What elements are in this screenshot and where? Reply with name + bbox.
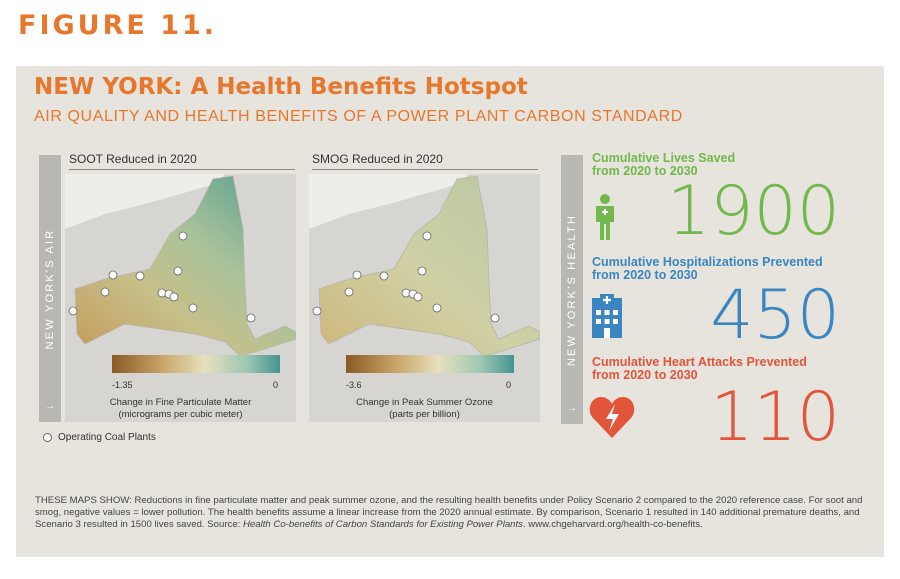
footnote-text: THESE MAPS SHOW: Reductions in fine part… bbox=[35, 495, 863, 530]
person-icon bbox=[596, 194, 614, 240]
smog-scale-max: 0 bbox=[506, 380, 512, 390]
stat-hospital-line1: Cumulative Hospitalizations Prevented bbox=[592, 255, 823, 269]
stat-hospital-value: 450 bbox=[710, 276, 840, 355]
stat-hospital-label: Cumulative Hospitalizations Prevented fr… bbox=[592, 256, 823, 282]
coal-plant-marker bbox=[379, 271, 389, 281]
figure-label: FIGURE 11. bbox=[18, 10, 218, 41]
stat-hospital-line2: from 2020 to 2030 bbox=[592, 268, 698, 282]
smog-color-scale bbox=[346, 355, 514, 373]
smog-scale-min: -3.6 bbox=[346, 380, 362, 390]
coal-plant-legend-icon bbox=[43, 433, 52, 442]
coal-plant-marker bbox=[68, 306, 78, 316]
coal-plant-marker bbox=[178, 231, 188, 241]
soot-caption-line1: Change in Fine Particulate Matter bbox=[109, 397, 252, 408]
smog-caption-line2: (parts per billion) bbox=[389, 409, 460, 420]
air-sidebar: NEW YORK'S AIR → bbox=[39, 155, 61, 422]
page-title: NEW YORK: A Health Benefits Hotspot bbox=[34, 74, 528, 100]
soot-scale-max: 0 bbox=[273, 380, 279, 390]
stat-lives-label: Cumulative Lives Saved from 2020 to 2030 bbox=[592, 152, 735, 178]
legend-label: Operating Coal Plants bbox=[58, 432, 156, 443]
coal-plant-marker bbox=[344, 287, 354, 297]
smog-map-rule bbox=[312, 169, 538, 170]
health-sidebar: NEW YORK'S HEALTH → bbox=[561, 155, 583, 424]
stat-heart-line2: from 2020 to 2030 bbox=[592, 368, 698, 382]
infographic-panel: NEW YORK: A Health Benefits Hotspot AIR … bbox=[16, 66, 884, 557]
health-sidebar-label: NEW YORK'S HEALTH bbox=[566, 213, 578, 366]
soot-color-scale bbox=[112, 355, 280, 373]
footnote: THESE MAPS SHOW: Reductions in fine part… bbox=[35, 495, 875, 531]
coal-plant-marker bbox=[417, 266, 427, 276]
coal-plant-marker bbox=[188, 303, 198, 313]
coal-plant-marker bbox=[135, 271, 145, 281]
map-legend: Operating Coal Plants bbox=[43, 432, 156, 443]
coal-plant-marker bbox=[352, 270, 362, 280]
coal-plant-marker bbox=[422, 231, 432, 241]
soot-map-title: SOOT Reduced in 2020 bbox=[69, 152, 197, 166]
coal-plant-markers bbox=[68, 231, 256, 323]
coal-plant-marker bbox=[490, 313, 500, 323]
stat-lives-line2: from 2020 to 2030 bbox=[592, 164, 698, 178]
coal-plant-marker bbox=[432, 303, 442, 313]
footnote-source-url: . www.chgeharvard.org/health-co-benefits… bbox=[522, 519, 703, 530]
stat-heart-line1: Cumulative Heart Attacks Prevented bbox=[592, 355, 807, 369]
soot-map-rule bbox=[69, 169, 295, 170]
coal-plant-marker bbox=[169, 292, 179, 302]
arrow-icon: → bbox=[45, 401, 55, 412]
coal-plant-marker bbox=[246, 313, 256, 323]
coal-plant-marker bbox=[108, 270, 118, 280]
stat-lives-value: 1900 bbox=[666, 172, 840, 251]
stat-heart-value: 110 bbox=[710, 378, 840, 457]
smog-map-title: SMOG Reduced in 2020 bbox=[312, 152, 443, 166]
smog-scale-caption: Change in Peak Summer Ozone (parts per b… bbox=[309, 397, 540, 421]
smog-caption-line1: Change in Peak Summer Ozone bbox=[356, 397, 493, 408]
coal-plant-marker bbox=[312, 306, 322, 316]
page-subtitle: AIR QUALITY AND HEALTH BENEFITS OF A POW… bbox=[34, 108, 683, 125]
soot-scale-min: -1.35 bbox=[112, 380, 133, 390]
footnote-source-title: Health Co-benefits of Carbon Standards f… bbox=[243, 519, 523, 530]
soot-map: -1.35 0 Change in Fine Particulate Matte… bbox=[65, 174, 296, 422]
hospital-icon bbox=[592, 294, 622, 338]
stat-lives-line1: Cumulative Lives Saved bbox=[592, 151, 736, 165]
arrow-icon: → bbox=[567, 403, 577, 414]
smog-map: -3.6 0 Change in Peak Summer Ozone (part… bbox=[309, 174, 540, 422]
soot-caption-line2: (micrograms per cubic meter) bbox=[118, 409, 243, 420]
air-sidebar-label: NEW YORK'S AIR bbox=[44, 228, 56, 349]
coal-plant-marker bbox=[173, 266, 183, 276]
coal-plant-markers bbox=[312, 231, 500, 323]
coal-plant-marker bbox=[413, 292, 423, 302]
coal-plant-marker bbox=[100, 287, 110, 297]
heart-icon bbox=[589, 397, 635, 438]
stat-heart-label: Cumulative Heart Attacks Prevented from … bbox=[592, 356, 807, 382]
soot-scale-caption: Change in Fine Particulate Matter (micro… bbox=[65, 397, 296, 421]
